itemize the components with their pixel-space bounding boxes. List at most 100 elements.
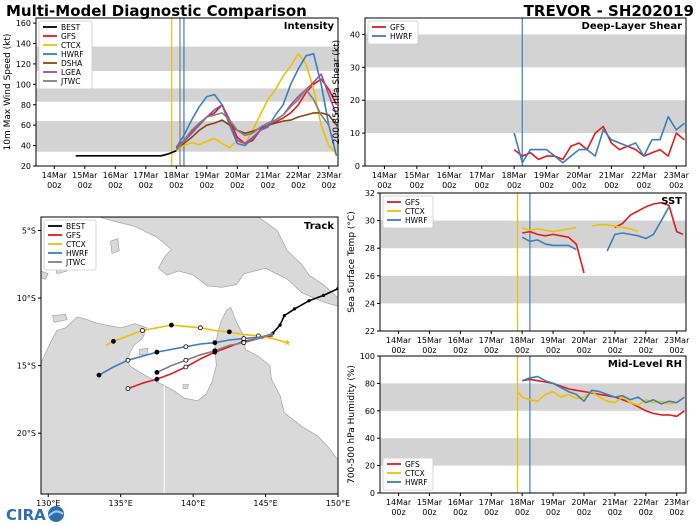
track-lon-label: 150°E — [326, 499, 350, 508]
intensity-ytick-label: 100 — [16, 80, 31, 89]
intensity-legend-label: JTWC — [60, 77, 80, 86]
shear-xtick-sublabel: 00z — [410, 181, 424, 190]
intensity-series-best — [75, 149, 177, 157]
new-guinea-land — [98, 217, 338, 307]
track-legend-label: CTCX — [66, 240, 86, 249]
cira-logo-mark: CIRA — [6, 506, 64, 524]
track-marker-ctcx — [197, 325, 203, 331]
shear-ylabel: 200-850 hPa Shear (kt) — [332, 40, 342, 144]
intensity-xtick-sublabel: 00z — [78, 181, 92, 190]
sst-xtick-sublabel: 00z — [608, 346, 622, 355]
intensity-ytick-label: 120 — [16, 60, 31, 69]
rh-xtick-label: 23Mar — [664, 498, 690, 507]
intensity-legend-label: LGEA — [61, 68, 82, 77]
shear-legend-label: GFS — [390, 23, 405, 32]
shear-panel: 01020304014Mar00z15Mar00z16Mar00z17Mar00… — [332, 17, 690, 190]
intensity-xtick-sublabel: 00z — [47, 181, 61, 190]
shear-xtick-sublabel: 00z — [572, 181, 586, 190]
sst-series-hwrf — [521, 236, 577, 251]
track-legend-label: GFS — [66, 231, 81, 240]
rh-frame — [379, 355, 687, 494]
intensity-legend-label: DSHA — [61, 59, 83, 68]
rh-xtick-sublabel: 00z — [608, 508, 622, 517]
sst-xtick-sublabel: 00z — [391, 346, 405, 355]
cira-logo-text: CIRA — [6, 506, 46, 524]
page-title: Multi-Model Diagnostic Comparison — [6, 2, 307, 20]
intensity-xtick-sublabel: 00z — [200, 181, 214, 190]
sst-xtick-sublabel: 00z — [484, 346, 498, 355]
track-marker-hwrf — [183, 344, 189, 350]
intensity-xtick-label: 16Mar — [103, 171, 129, 180]
rh-ytick-label: 0 — [370, 489, 375, 498]
small-island-land — [41, 270, 49, 280]
shear-xtick-sublabel: 00z — [669, 181, 683, 190]
sst-xtick-label: 18Mar — [510, 336, 536, 345]
track-marker-jtwc — [154, 369, 160, 375]
track-series-ctcx — [105, 324, 288, 347]
rh-ytick-label: 40 — [365, 434, 375, 443]
sst-series-group — [521, 201, 684, 274]
rh-xtick-label: 22Mar — [633, 498, 659, 507]
shear-xtick-label: 16Mar — [437, 171, 463, 180]
storm-id: TREVOR - SH202019 — [523, 2, 694, 20]
shear-xtick-label: 19Mar — [534, 171, 560, 180]
track-marker-best — [278, 323, 282, 327]
sst-xtick-label: 15Mar — [417, 336, 443, 345]
intensity-series-ctcx — [175, 52, 338, 155]
rh-xtick-label: 16Mar — [448, 498, 474, 507]
shear-xtick-label: 20Mar — [566, 171, 592, 180]
track-marker-best — [321, 293, 326, 297]
sst-xtick-label: 17Mar — [479, 336, 505, 345]
track-legend-label: BEST — [66, 222, 86, 231]
intensity-xtick-sublabel: 00z — [108, 181, 122, 190]
shear-xtick-sublabel: 00z — [539, 181, 553, 190]
mornington-island-land — [182, 384, 190, 389]
shear-xtick-label: 18Mar — [502, 171, 528, 180]
sst-legend-label: HWRF — [405, 216, 428, 225]
rh-xtick-sublabel: 00z — [577, 508, 591, 517]
intensity-legend-label: HWRF — [61, 50, 84, 59]
rh-xtick-label: 18Mar — [510, 498, 536, 507]
sst-xtick-label: 22Mar — [633, 336, 659, 345]
intensity-xtick-label: 17Mar — [133, 171, 159, 180]
track-lon-label: 135°E — [109, 499, 133, 508]
track-marker-ctcx — [140, 328, 145, 333]
sst-xtick-label: 16Mar — [448, 336, 474, 345]
sst-series-ctcx — [521, 226, 577, 233]
intensity-xtick-label: 18Mar — [164, 171, 190, 180]
track-marker-hwrf — [154, 349, 160, 355]
shear-ytick-label: 30 — [350, 63, 360, 72]
sst-xtick-label: 19Mar — [540, 336, 566, 345]
rh-xtick-label: 15Mar — [417, 498, 443, 507]
rh-panel: 02040608010014Mar00z15Mar00z16Mar00z17Ma… — [347, 352, 690, 517]
intensity-ylabel: 10m Max Wind Speed (kt) — [3, 34, 13, 151]
sst-xtick-sublabel: 00z — [515, 346, 529, 355]
rh-xtick-sublabel: 00z — [484, 508, 498, 517]
track-marker-best — [282, 314, 286, 318]
shear-xtick-sublabel: 00z — [377, 181, 391, 190]
track-legend-label: HWRF — [66, 249, 89, 258]
shear-xtick-sublabel: 00z — [637, 181, 651, 190]
intensity-xtick-label: 20Mar — [225, 171, 251, 180]
sst-panel: 22242628303214Mar00z15Mar00z16Mar00z17Ma… — [347, 189, 690, 355]
cira-logo: CIRA — [4, 504, 64, 524]
shear-band — [365, 34, 686, 68]
shear-ytick-label: 10 — [350, 129, 360, 138]
tiwi-islands-land — [52, 313, 68, 323]
shear-band — [365, 100, 686, 134]
rh-xtick-label: 14Mar — [386, 498, 412, 507]
track-legend-label: JTWC — [65, 258, 85, 267]
intensity-xtick-label: 23Mar — [316, 171, 342, 180]
sst-ytick-label: 24 — [365, 299, 375, 308]
shear-series-hwrf — [513, 115, 685, 164]
rh-xtick-label: 17Mar — [479, 498, 505, 507]
intensity-xtick-sublabel: 00z — [230, 181, 244, 190]
australia-land — [41, 307, 338, 494]
track-title: Track — [304, 221, 334, 232]
intensity-series-jtwc — [175, 88, 330, 152]
track-marker-hwrf — [241, 336, 247, 342]
shear-ytick-label: 20 — [350, 96, 360, 105]
